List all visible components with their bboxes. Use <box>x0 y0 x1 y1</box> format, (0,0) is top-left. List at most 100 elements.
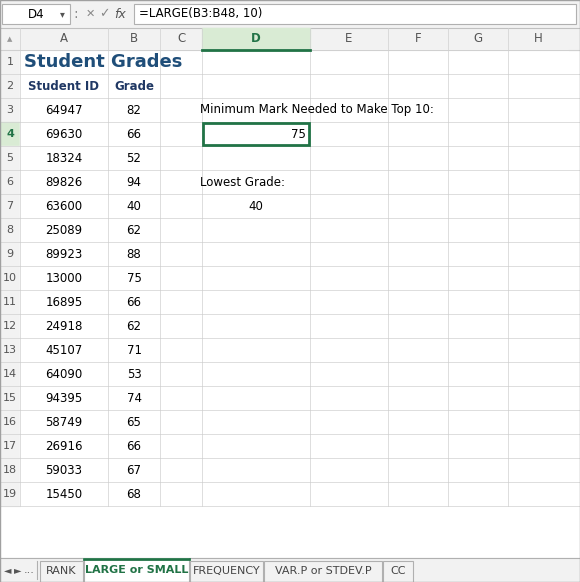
Bar <box>448 314 508 338</box>
Text: 4: 4 <box>6 129 14 139</box>
Bar <box>20 242 108 266</box>
Text: 18324: 18324 <box>45 151 82 165</box>
Bar <box>20 146 108 170</box>
Text: 15450: 15450 <box>45 488 82 501</box>
Bar <box>388 74 448 98</box>
Bar <box>388 218 448 242</box>
Bar <box>448 386 508 410</box>
Text: 82: 82 <box>126 104 142 116</box>
Bar <box>2 4 70 24</box>
Text: 9: 9 <box>6 249 13 259</box>
Bar <box>388 146 448 170</box>
Bar <box>108 194 160 218</box>
Text: 69630: 69630 <box>45 127 82 140</box>
Bar <box>108 290 160 314</box>
Text: 62: 62 <box>126 320 142 332</box>
Bar <box>508 50 568 74</box>
Bar <box>40 561 83 582</box>
Text: FREQUENCY: FREQUENCY <box>193 566 260 576</box>
Bar <box>508 434 568 458</box>
Bar <box>190 561 263 582</box>
Bar <box>508 242 568 266</box>
Bar <box>202 386 310 410</box>
Bar <box>203 123 309 145</box>
Bar <box>448 290 508 314</box>
Bar <box>202 482 310 506</box>
Bar <box>388 482 448 506</box>
Bar <box>0 50 20 74</box>
Bar <box>160 266 202 290</box>
Bar <box>108 122 160 146</box>
Bar <box>448 458 508 482</box>
Text: ✓: ✓ <box>99 8 109 20</box>
Bar <box>160 314 202 338</box>
Bar <box>0 458 20 482</box>
Bar <box>20 338 108 362</box>
Bar <box>108 338 160 362</box>
Text: 24918: 24918 <box>45 320 83 332</box>
Bar <box>448 194 508 218</box>
Text: Student ID: Student ID <box>28 80 100 93</box>
Bar <box>160 290 202 314</box>
Text: Grade: Grade <box>114 80 154 93</box>
Bar <box>202 434 310 458</box>
Bar <box>388 362 448 386</box>
Text: LARGE or SMALL: LARGE or SMALL <box>85 565 188 575</box>
Bar <box>202 410 310 434</box>
Text: 74: 74 <box>126 392 142 404</box>
Text: 89826: 89826 <box>45 176 82 189</box>
Text: 40: 40 <box>126 200 142 212</box>
Bar <box>202 362 310 386</box>
Bar <box>508 290 568 314</box>
Text: ▲: ▲ <box>8 36 13 42</box>
Bar <box>388 194 448 218</box>
Text: 26916: 26916 <box>45 439 83 452</box>
Bar <box>310 314 388 338</box>
Text: 88: 88 <box>126 247 142 261</box>
Bar <box>508 74 568 98</box>
Text: 71: 71 <box>126 343 142 357</box>
Text: 6: 6 <box>6 177 13 187</box>
Text: 8: 8 <box>6 225 13 235</box>
Text: 68: 68 <box>126 488 142 501</box>
Bar <box>0 146 20 170</box>
Text: 19: 19 <box>3 489 17 499</box>
Bar <box>508 458 568 482</box>
Bar <box>108 434 160 458</box>
Bar <box>160 482 202 506</box>
Bar <box>508 266 568 290</box>
Bar <box>310 338 388 362</box>
Bar <box>310 410 388 434</box>
Text: Minimum Mark Needed to Make Top 10:: Minimum Mark Needed to Make Top 10: <box>200 104 434 116</box>
Bar <box>20 170 108 194</box>
Bar <box>388 290 448 314</box>
Text: 65: 65 <box>126 416 142 428</box>
Text: 13: 13 <box>3 345 17 355</box>
Text: 63600: 63600 <box>45 200 82 212</box>
Bar <box>310 218 388 242</box>
Text: 66: 66 <box>126 127 142 140</box>
Bar <box>108 410 160 434</box>
Bar <box>508 194 568 218</box>
Bar <box>160 170 202 194</box>
Bar <box>388 410 448 434</box>
Text: 16: 16 <box>3 417 17 427</box>
Bar <box>160 194 202 218</box>
Text: G: G <box>473 33 483 45</box>
Text: B: B <box>130 33 138 45</box>
Bar <box>388 458 448 482</box>
Bar <box>508 146 568 170</box>
Text: F: F <box>415 33 421 45</box>
Text: 89923: 89923 <box>45 247 82 261</box>
Text: D4: D4 <box>28 8 44 20</box>
Bar <box>202 170 310 194</box>
Bar <box>448 170 508 194</box>
Bar <box>388 170 448 194</box>
Text: CC: CC <box>390 566 405 576</box>
Bar <box>202 28 310 50</box>
Text: 45107: 45107 <box>45 343 82 357</box>
Text: 13000: 13000 <box>45 271 82 285</box>
Text: 59033: 59033 <box>45 463 82 477</box>
Text: 64090: 64090 <box>45 367 82 381</box>
Text: ✕: ✕ <box>85 9 95 19</box>
